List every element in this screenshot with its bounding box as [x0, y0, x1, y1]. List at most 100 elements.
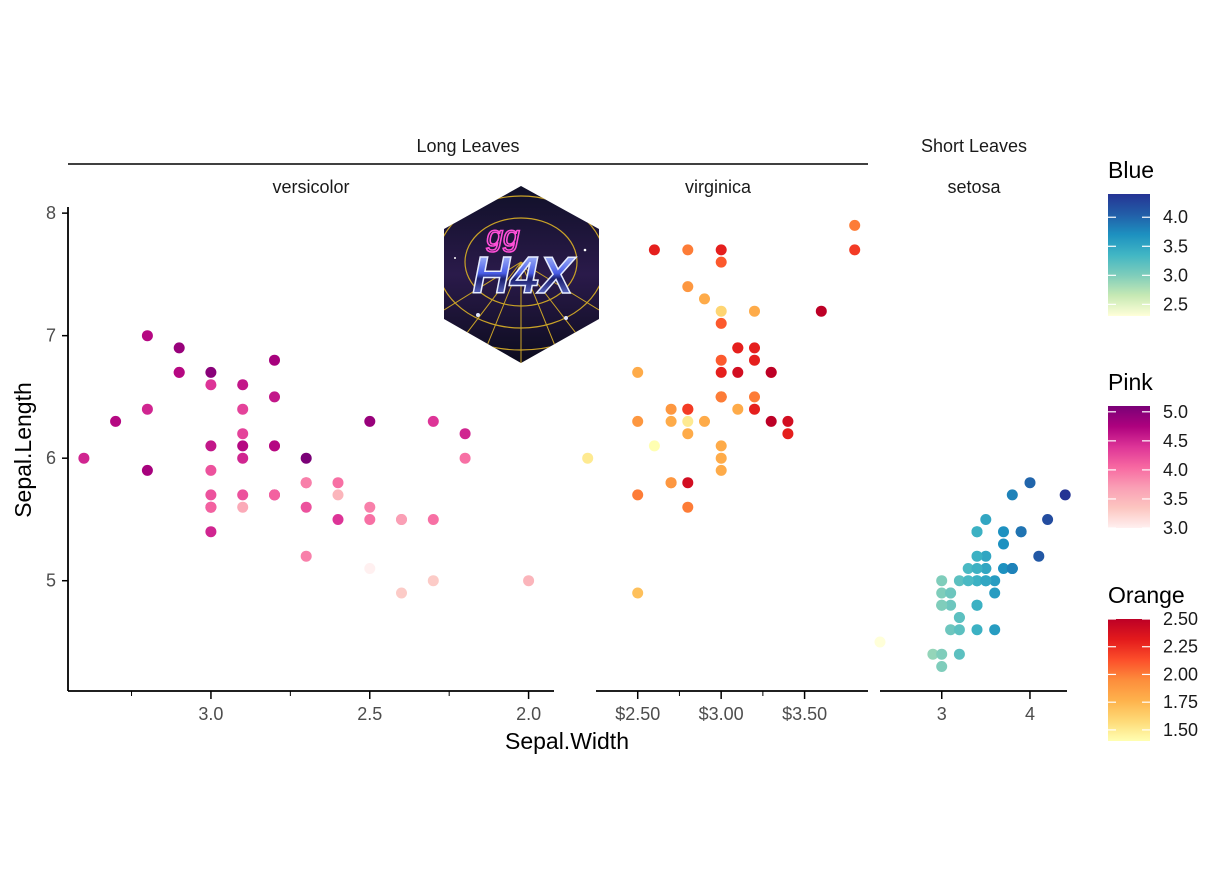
data-point-setosa	[936, 575, 948, 587]
data-point-setosa	[936, 648, 948, 660]
data-point-setosa	[998, 538, 1009, 550]
data-point-versicolor	[237, 452, 249, 464]
data-point-versicolor	[269, 391, 280, 403]
data-point-virginica	[782, 428, 794, 440]
legend-tick-label: 1.50	[1163, 720, 1198, 740]
legend-tick-label: 5.0	[1163, 402, 1188, 422]
data-point-versicolor	[427, 415, 439, 427]
legend-blue: Blue 2.5 3.0 3.5 4.0	[1108, 157, 1188, 316]
legend-tick-label: 3.0	[1163, 265, 1188, 285]
data-point-setosa	[989, 624, 1001, 636]
data-point-virginica	[682, 415, 694, 427]
data-point-versicolor	[173, 342, 185, 354]
data-point-versicolor	[427, 575, 439, 587]
data-point-versicolor	[364, 501, 376, 513]
data-point-setosa	[953, 648, 965, 660]
data-point-virginica	[715, 464, 727, 476]
group-label-short-leaves: Short Leaves	[921, 136, 1027, 156]
data-point-virginica	[648, 244, 660, 256]
data-point-setosa	[1024, 477, 1036, 489]
data-point-virginica	[749, 391, 760, 403]
data-point-virginica	[732, 403, 744, 415]
data-point-virginica	[715, 440, 727, 452]
y-axis-title: Sepal.Length	[10, 382, 36, 518]
data-point-setosa	[971, 575, 983, 587]
legend-tick-label: 4.0	[1163, 460, 1188, 480]
legend-tick-label: 2.00	[1163, 664, 1198, 684]
data-point-virginica	[582, 452, 594, 464]
data-point-virginica	[749, 342, 760, 354]
data-point-versicolor	[364, 514, 376, 525]
data-point-versicolor	[205, 489, 217, 501]
data-point-virginica	[715, 391, 727, 403]
data-point-setosa	[927, 648, 939, 660]
data-point-versicolor	[269, 489, 280, 501]
legend-tick-label: 3.0	[1163, 518, 1188, 538]
data-point-versicolor	[237, 501, 249, 513]
y-tick-label: 7	[46, 326, 56, 346]
data-point-versicolor	[300, 477, 312, 489]
data-point-virginica	[815, 305, 827, 317]
data-point-versicolor	[396, 514, 407, 525]
data-point-versicolor	[269, 440, 280, 452]
data-point-setosa	[936, 661, 948, 672]
data-point-virginica	[732, 342, 744, 354]
data-point-setosa	[945, 587, 957, 599]
data-point-virginica	[765, 415, 777, 427]
data-point-setosa	[980, 563, 992, 574]
data-point-versicolor	[332, 514, 344, 525]
data-point-virginica	[849, 244, 861, 256]
x-tick-label: 2.0	[516, 704, 541, 724]
x-tick-label: $2.50	[615, 704, 660, 724]
legend-tick-label: 3.5	[1163, 236, 1188, 256]
hex-logo: gg H4X	[444, 186, 599, 363]
data-point-versicolor	[300, 452, 312, 464]
data-point-versicolor	[459, 428, 471, 440]
data-point-virginica	[715, 256, 727, 268]
y-tick-label: 5	[46, 571, 56, 591]
data-point-virginica	[715, 366, 727, 378]
data-point-versicolor	[173, 366, 185, 378]
data-point-virginica	[715, 244, 727, 256]
data-point-virginica	[699, 415, 710, 427]
data-point-versicolor	[237, 489, 249, 501]
data-point-versicolor	[237, 440, 249, 452]
facet-label-setosa: setosa	[947, 177, 1001, 197]
data-point-setosa	[1006, 489, 1018, 501]
data-point-setosa	[945, 624, 957, 636]
data-point-versicolor	[141, 330, 153, 342]
data-point-versicolor	[205, 464, 217, 476]
data-point-setosa	[989, 575, 1001, 587]
legend-pink-colorbar	[1108, 406, 1150, 528]
data-point-virginica	[632, 587, 644, 599]
y-tick-label: 8	[46, 203, 56, 223]
data-point-setosa	[1033, 550, 1045, 562]
data-point-virginica	[749, 403, 760, 415]
data-point-setosa	[953, 612, 965, 623]
data-point-virginica	[782, 415, 794, 427]
data-point-versicolor	[332, 489, 344, 501]
data-point-setosa	[1015, 526, 1027, 538]
data-point-setosa	[980, 514, 992, 525]
data-point-versicolor	[205, 440, 217, 452]
data-point-setosa	[980, 550, 992, 562]
data-point-setosa	[971, 563, 983, 574]
facet-label-versicolor: versicolor	[272, 177, 349, 197]
data-point-virginica	[732, 366, 744, 378]
x-tick-label: 2.5	[357, 704, 382, 724]
data-point-virginica	[849, 219, 861, 231]
data-point-setosa	[1042, 514, 1054, 525]
data-point-virginica	[765, 366, 777, 378]
data-point-setosa	[998, 563, 1009, 574]
legend-blue-colorbar	[1108, 194, 1150, 316]
data-point-setosa	[962, 575, 974, 587]
data-point-setosa	[1006, 563, 1018, 574]
data-point-virginica	[682, 428, 694, 440]
data-point-setosa	[971, 550, 983, 562]
data-point-virginica	[665, 477, 677, 489]
data-point-versicolor	[300, 550, 312, 562]
data-point-setosa	[953, 575, 965, 587]
legend-pink: Pink 3.0 3.5 4.0 4.5 5.0	[1108, 369, 1188, 538]
data-point-versicolor	[141, 464, 153, 476]
data-point-virginica	[699, 293, 710, 305]
